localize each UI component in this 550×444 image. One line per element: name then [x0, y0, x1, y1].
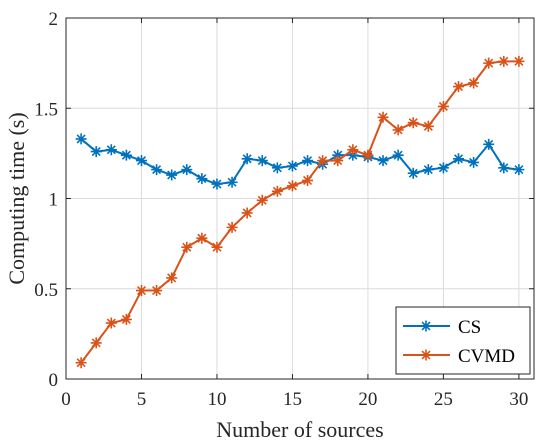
x-tick-label: 20 — [358, 389, 377, 410]
legend-marker — [420, 320, 432, 332]
legend-entry: CVMD — [403, 346, 515, 367]
legend-marker — [420, 349, 432, 361]
legend-box — [395, 306, 531, 375]
x-tick-label: 25 — [434, 389, 453, 410]
series-group — [75, 55, 525, 369]
data-point — [120, 149, 132, 161]
data-point — [256, 155, 268, 167]
data-point — [211, 241, 223, 253]
data-point — [241, 207, 253, 219]
data-point — [498, 162, 510, 174]
data-point — [483, 138, 495, 150]
series-cvmd — [75, 55, 525, 369]
y-tick-label: 1.5 — [34, 99, 58, 120]
data-point — [377, 111, 389, 123]
data-point — [226, 176, 238, 188]
data-point — [483, 57, 495, 69]
data-point — [468, 77, 480, 89]
data-point — [181, 241, 193, 253]
y-tick-label: 0.5 — [34, 280, 58, 301]
data-point — [422, 164, 434, 176]
data-point — [226, 221, 238, 233]
x-tick-label: 30 — [509, 389, 528, 410]
data-point — [256, 194, 268, 206]
data-point — [271, 185, 283, 197]
data-point — [135, 285, 147, 297]
y-tick-label: 0 — [49, 370, 59, 391]
data-point — [422, 120, 434, 132]
series-line — [80, 138, 520, 186]
legend: CS CVMD — [395, 306, 531, 375]
data-point — [377, 155, 389, 167]
data-point — [347, 144, 359, 156]
data-point — [302, 174, 314, 186]
data-point — [90, 146, 102, 158]
data-point — [166, 272, 178, 284]
data-point — [498, 55, 510, 67]
data-point — [437, 162, 449, 174]
data-point — [302, 155, 314, 167]
data-point — [166, 169, 178, 181]
data-point — [196, 232, 208, 244]
x-tick-label: 15 — [283, 389, 302, 410]
x-tick-label: 10 — [207, 389, 226, 410]
data-point — [90, 337, 102, 349]
data-point — [286, 160, 298, 172]
legend-entry: CS — [403, 317, 481, 338]
x-tick-label: 0 — [61, 389, 71, 410]
data-point — [211, 178, 223, 190]
data-point — [407, 117, 419, 129]
y-tick-label: 1 — [49, 190, 59, 211]
data-point — [286, 180, 298, 192]
data-point — [468, 156, 480, 168]
y-tick-label: 2 — [49, 9, 59, 30]
data-point — [151, 164, 163, 176]
data-point — [120, 313, 132, 325]
legend-label: CVMD — [458, 346, 515, 367]
data-point — [271, 162, 283, 174]
data-point — [392, 149, 404, 161]
data-point — [513, 164, 525, 176]
data-point — [181, 164, 193, 176]
data-point — [332, 155, 344, 167]
data-point — [196, 173, 208, 185]
data-point — [437, 100, 449, 112]
data-point — [513, 55, 525, 67]
data-point — [241, 153, 253, 165]
data-point — [453, 153, 465, 165]
data-point — [407, 167, 419, 179]
data-point — [105, 317, 117, 329]
data-point — [135, 155, 147, 167]
series-cs — [75, 133, 525, 190]
data-point — [75, 357, 87, 369]
legend-label: CS — [458, 317, 481, 338]
data-point — [362, 149, 374, 161]
data-point — [317, 155, 329, 167]
data-point — [105, 144, 117, 156]
y-axis-label: Computing time (s) — [4, 112, 29, 284]
data-point — [453, 81, 465, 93]
axis-ticks: 0 5 10 15 20 25 30 0 0.5 1 1.5 2 — [34, 9, 534, 410]
data-point — [75, 133, 87, 145]
data-point — [151, 285, 163, 297]
x-tick-label: 5 — [137, 389, 147, 410]
x-axis-label: Number of sources — [216, 417, 383, 442]
data-point — [392, 124, 404, 136]
